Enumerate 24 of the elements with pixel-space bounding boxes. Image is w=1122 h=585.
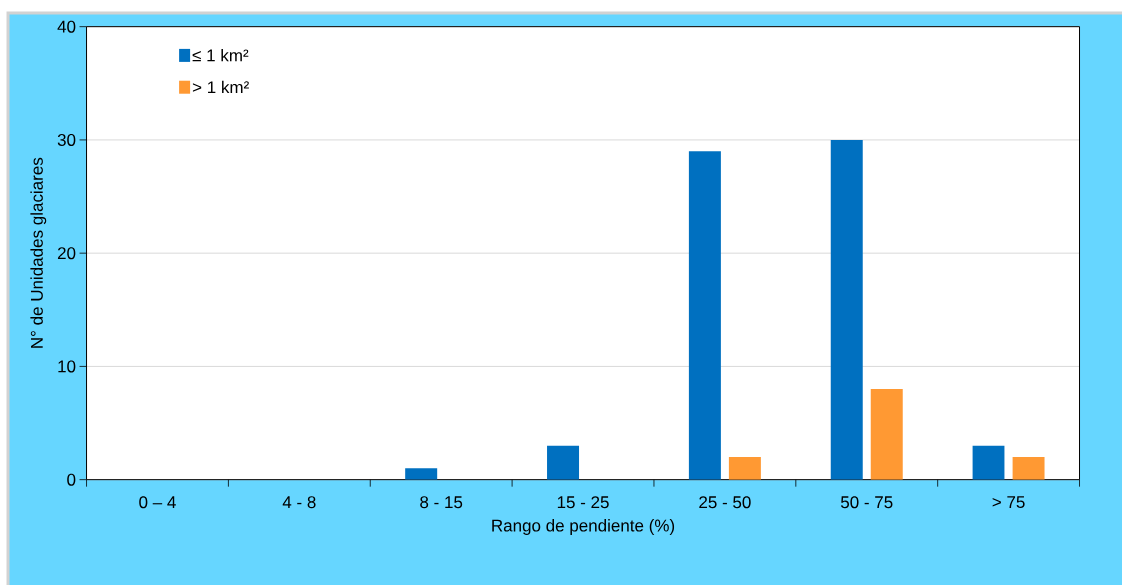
x-tick-label: 0 – 4 (139, 496, 176, 509)
legend-label: ≤ 1 km² (192, 48, 249, 62)
y-tick-label: 30 (57, 133, 76, 146)
x-tick-label: 4 - 8 (282, 496, 316, 509)
y-tick-label: 10 (58, 360, 76, 373)
legend-label: > 1 km² (192, 80, 249, 94)
x-tick-label: > 75 (992, 496, 1025, 509)
bar (830, 139, 863, 480)
bar (547, 445, 580, 480)
x-tick-label: 50 - 75 (840, 496, 893, 509)
bar (972, 445, 1005, 480)
y-axis-title: N° de Unidades glaciares (30, 157, 47, 348)
bar (1012, 457, 1045, 480)
x-tick-label: 15 - 25 (557, 496, 609, 509)
y-tick-label: 0 (67, 473, 76, 486)
y-tick-label: 20 (57, 247, 76, 260)
bar (405, 468, 438, 480)
y-tick-label: 40 (57, 20, 76, 33)
x-axis-title: Rango de pendiente (%) (492, 519, 675, 535)
x-tick-label: 8 - 15 (420, 496, 463, 509)
bar (688, 151, 721, 480)
x-tick-label: 25 - 50 (699, 496, 751, 509)
bar (870, 389, 903, 480)
bar (728, 457, 761, 480)
